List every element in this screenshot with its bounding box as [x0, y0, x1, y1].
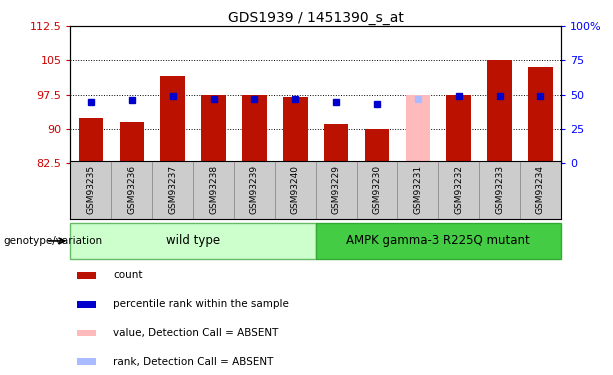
Bar	[78, 117, 103, 163]
Bar	[77, 358, 96, 365]
Bar	[446, 95, 471, 163]
Text: genotype/variation: genotype/variation	[3, 236, 102, 246]
Bar	[193, 161, 234, 219]
Bar	[152, 161, 193, 219]
Text: GSM93239: GSM93239	[250, 165, 259, 214]
Text: GSM93236: GSM93236	[128, 165, 136, 214]
Bar	[112, 161, 152, 219]
Text: wild type: wild type	[166, 234, 220, 248]
Bar	[316, 161, 357, 219]
FancyBboxPatch shape	[70, 223, 316, 259]
Bar	[479, 161, 520, 219]
Text: GSM93229: GSM93229	[332, 165, 341, 214]
Text: rank, Detection Call = ABSENT: rank, Detection Call = ABSENT	[113, 357, 274, 367]
FancyBboxPatch shape	[316, 223, 561, 259]
Bar	[77, 330, 96, 336]
Text: GSM93235: GSM93235	[86, 165, 96, 214]
Bar	[77, 272, 96, 279]
Bar	[357, 161, 397, 219]
Text: percentile rank within the sample: percentile rank within the sample	[113, 299, 289, 309]
Text: GSM93230: GSM93230	[373, 165, 381, 214]
Text: GSM93231: GSM93231	[413, 165, 422, 214]
Text: GSM93238: GSM93238	[209, 165, 218, 214]
Text: AMPK gamma-3 R225Q mutant: AMPK gamma-3 R225Q mutant	[346, 234, 530, 248]
Bar	[234, 161, 275, 219]
Text: count: count	[113, 270, 143, 280]
Bar	[487, 60, 512, 163]
Bar	[324, 124, 348, 163]
Text: GSM93234: GSM93234	[536, 165, 545, 214]
Bar	[406, 95, 430, 163]
Bar	[120, 122, 144, 163]
Bar	[438, 161, 479, 219]
Text: value, Detection Call = ABSENT: value, Detection Call = ABSENT	[113, 328, 279, 338]
Bar	[365, 129, 389, 163]
Title: GDS1939 / 1451390_s_at: GDS1939 / 1451390_s_at	[228, 11, 403, 25]
Bar	[275, 161, 316, 219]
Bar	[77, 301, 96, 307]
Text: GSM93232: GSM93232	[454, 165, 463, 214]
Bar	[70, 161, 112, 219]
Bar	[528, 68, 553, 163]
Bar	[397, 161, 438, 219]
Text: GSM93233: GSM93233	[495, 165, 504, 214]
Text: GSM93237: GSM93237	[168, 165, 177, 214]
Bar	[242, 95, 267, 163]
Bar	[283, 97, 308, 163]
Bar	[520, 161, 561, 219]
Bar	[161, 76, 185, 163]
Text: GSM93240: GSM93240	[291, 165, 300, 214]
Bar	[201, 95, 226, 163]
